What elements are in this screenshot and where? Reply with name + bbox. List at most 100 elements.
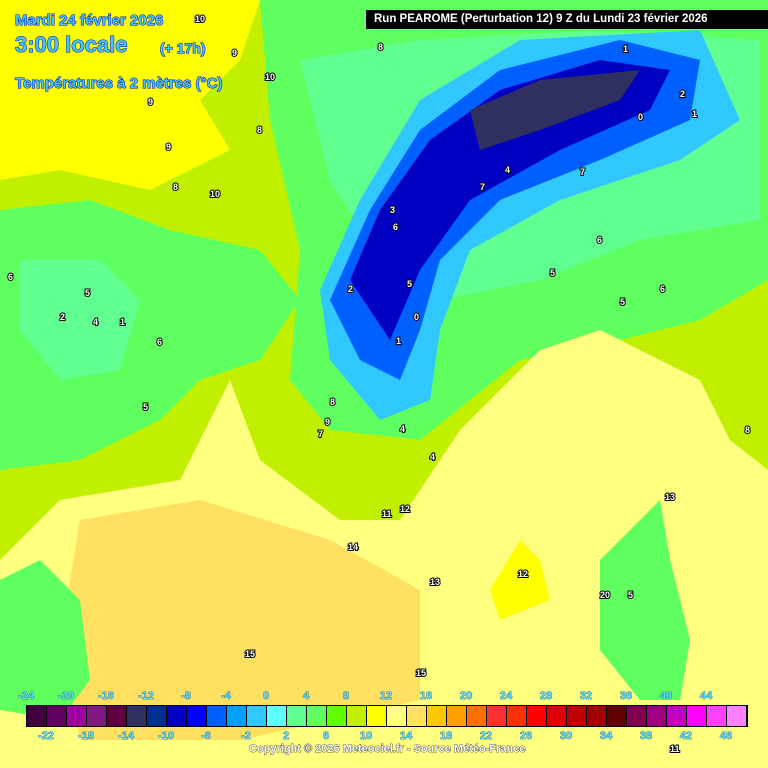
legend-tick-label: -22 (38, 730, 55, 743)
legend-swatch (647, 706, 667, 726)
legend-swatch (67, 706, 87, 726)
legend-swatch (107, 706, 127, 726)
legend-tick-label: 26 (519, 730, 533, 743)
legend-swatch (547, 706, 567, 726)
temperature-label: 9 (166, 142, 171, 152)
legend-swatch (607, 706, 627, 726)
legend-tick-label: -18 (78, 730, 95, 743)
temperature-label: 20 (600, 590, 610, 600)
legend-tick-label: 46 (719, 730, 733, 743)
island-sea-patch (490, 540, 550, 620)
temperature-label: 10 (265, 72, 275, 82)
forecast-date: Mardi 24 février 2026 (14, 12, 164, 30)
legend-swatch (227, 706, 247, 726)
temperature-label: 11 (670, 744, 680, 754)
temperature-label: 8 (257, 125, 262, 135)
legend-tick-label: -8 (181, 690, 191, 703)
legend-swatch (507, 706, 527, 726)
temperature-label: 7 (318, 429, 323, 439)
temperature-label: 6 (597, 235, 602, 245)
legend-tick-label: -12 (138, 690, 155, 703)
legend-swatch (627, 706, 647, 726)
temperature-label: 9 (325, 417, 330, 427)
copyright: Copyright © 2026 Meteociel.fr - Source M… (249, 743, 526, 756)
temperature-label: 13 (665, 492, 675, 502)
temperature-label: 0 (638, 112, 643, 122)
legend-swatch (327, 706, 347, 726)
temperature-label: 14 (348, 542, 358, 552)
yellow-north-west (0, 0, 260, 190)
temperature-label: 10 (210, 189, 220, 199)
legend-swatch (267, 706, 287, 726)
legend-tick-label: 40 (659, 690, 673, 703)
temperature-label: 6 (660, 284, 665, 294)
legend-tick-label: 4 (302, 690, 310, 703)
alps-dark-blue (350, 60, 670, 340)
legend-tick-label: -24 (18, 690, 35, 703)
legend-tick-label: 36 (619, 690, 633, 703)
temperature-label: 3 (390, 205, 395, 215)
legend-tick-label: 22 (479, 730, 493, 743)
temperature-label: 15 (245, 649, 255, 659)
legend-tick-label: 0 (262, 690, 270, 703)
temperature-label: 8 (330, 397, 335, 407)
legend-swatch (687, 706, 707, 726)
legend-tick-label: 10 (359, 730, 373, 743)
legend-tick-label: 20 (459, 690, 473, 703)
spain-coast (0, 560, 90, 720)
legend-swatch (147, 706, 167, 726)
legend-swatch (567, 706, 587, 726)
legend-tick-label: 2 (282, 730, 290, 743)
temperature-label: 1 (692, 109, 697, 119)
temperature-label: 1 (120, 317, 125, 327)
legend-swatch (387, 706, 407, 726)
temperature-label: 7 (480, 182, 485, 192)
temperature-label: 5 (628, 590, 633, 600)
legend-swatch (47, 706, 67, 726)
legend-swatch (467, 706, 487, 726)
legend-swatch (27, 706, 47, 726)
temperature-label: 4 (505, 165, 510, 175)
cyan-west (20, 260, 140, 380)
legend-swatch (307, 706, 327, 726)
legend-swatch (187, 706, 207, 726)
legend-swatch (367, 706, 387, 726)
legend-swatch (347, 706, 367, 726)
forecast-time: 3:00 locale (15, 32, 129, 58)
legend-swatch (487, 706, 507, 726)
legend-swatch (587, 706, 607, 726)
temperature-label: 5 (143, 402, 148, 412)
temperature-label: 9 (148, 97, 153, 107)
temperature-label: 6 (393, 222, 398, 232)
legend-tick-label: 34 (599, 730, 613, 743)
temperature-label: 9 (232, 48, 237, 58)
temperature-label: 4 (93, 317, 98, 327)
temperature-label: 2 (680, 89, 685, 99)
legend-tick-label: 14 (399, 730, 413, 743)
temperature-label: 12 (400, 504, 410, 514)
legend-swatch (727, 706, 747, 726)
legend-swatch (247, 706, 267, 726)
legend-tick-label: -20 (58, 690, 75, 703)
legend-swatch (667, 706, 687, 726)
temperature-label: 10 (195, 14, 205, 24)
legend-tick-label: 28 (539, 690, 553, 703)
temperature-label: 2 (60, 312, 65, 322)
legend-swatch (207, 706, 227, 726)
temperature-label: 2 (348, 284, 353, 294)
run-info: Run PEAROME (Perturbation 12) 9 Z du Lun… (366, 10, 768, 29)
temperature-label: 5 (620, 297, 625, 307)
alps-navy (470, 70, 640, 150)
legend-tick-label: -4 (221, 690, 231, 703)
sea-warm (60, 500, 420, 740)
legend-swatch (287, 706, 307, 726)
temperature-label: 8 (378, 42, 383, 52)
legend-tick-label: 8 (342, 690, 350, 703)
legend-tick-label: 24 (499, 690, 513, 703)
legend-tick-label: 42 (679, 730, 693, 743)
legend-tick-label: 12 (379, 690, 393, 703)
temperature-label: 15 (416, 668, 426, 678)
legend-swatch (707, 706, 727, 726)
